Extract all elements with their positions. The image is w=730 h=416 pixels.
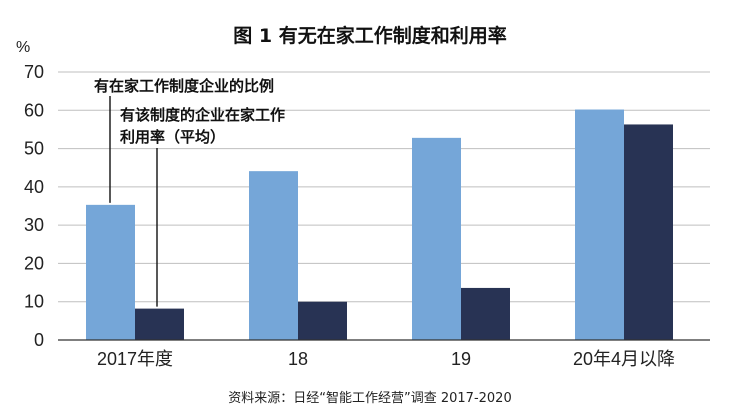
x-tick-label: 2017年度 xyxy=(97,349,173,369)
x-tick-label: 18 xyxy=(288,349,308,369)
x-tick-labels: 2017年度 18 19 20年4月以降 xyxy=(97,349,675,369)
x-tick-label: 19 xyxy=(451,349,471,369)
y-tick-label: 50 xyxy=(24,139,44,159)
annotation-leaders xyxy=(109,96,158,307)
y-tick-label: 30 xyxy=(24,215,44,235)
y-tick-label: 10 xyxy=(24,292,44,312)
bar-series-2 xyxy=(461,287,510,340)
y-tick-label: 20 xyxy=(24,253,44,273)
annotation-series-2-line-1: 有该制度的企业在家工作 xyxy=(120,106,285,124)
annotation-series-2-line-2: 利用率（平均） xyxy=(120,128,225,146)
bar-series-2 xyxy=(135,308,184,340)
y-tick-label: 70 xyxy=(24,62,44,82)
y-tick-label: 60 xyxy=(24,100,44,120)
bars xyxy=(86,109,673,341)
y-tick-labels: 0 10 20 30 40 50 60 70 xyxy=(24,62,44,350)
y-tick-label: 40 xyxy=(24,177,44,197)
x-tick-label: 20年4月以降 xyxy=(573,349,675,369)
source-note: 资料来源：日经“智能工作经营”调查 2017-2020 xyxy=(228,391,511,406)
bar-series-2 xyxy=(624,124,673,340)
bar-series-2 xyxy=(298,301,347,340)
bar-series-1 xyxy=(249,171,298,340)
bar-series-1 xyxy=(575,109,624,341)
bar-series-1 xyxy=(412,137,461,340)
y-axis-unit: % xyxy=(16,39,30,56)
chart-title: 图 1 有无在家工作制度和利用率 xyxy=(233,24,506,47)
bar-series-1 xyxy=(86,204,135,340)
y-tick-label: 0 xyxy=(34,330,44,350)
gridlines xyxy=(58,71,710,303)
annotation-series-1: 有在家工作制度企业的比例 xyxy=(94,77,274,95)
